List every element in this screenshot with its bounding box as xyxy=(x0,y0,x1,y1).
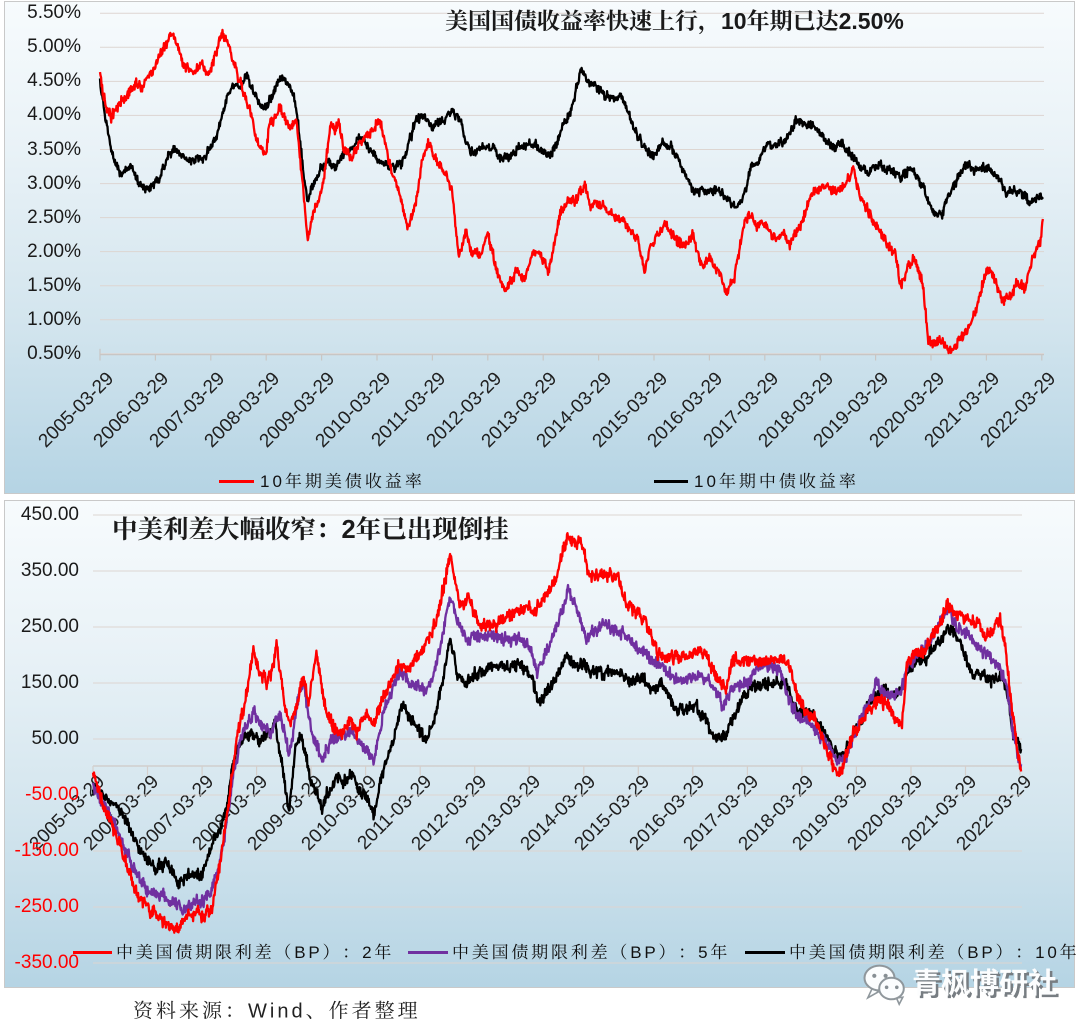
svg-text:BP: BP xyxy=(630,943,658,962)
svg-text:10: 10 xyxy=(1035,943,1060,962)
svg-text:BP: BP xyxy=(967,943,995,962)
svg-text:10: 10 xyxy=(721,8,747,34)
svg-text:10: 10 xyxy=(260,472,285,491)
svg-text:2: 2 xyxy=(342,516,356,544)
svg-text:10: 10 xyxy=(694,472,719,491)
svg-text:BP: BP xyxy=(294,943,322,962)
svg-text:2: 2 xyxy=(362,943,374,962)
svg-text:2.50%: 2.50% xyxy=(839,8,904,34)
svg-text:5: 5 xyxy=(698,943,710,962)
svg-text:Wind: Wind xyxy=(248,1001,306,1023)
